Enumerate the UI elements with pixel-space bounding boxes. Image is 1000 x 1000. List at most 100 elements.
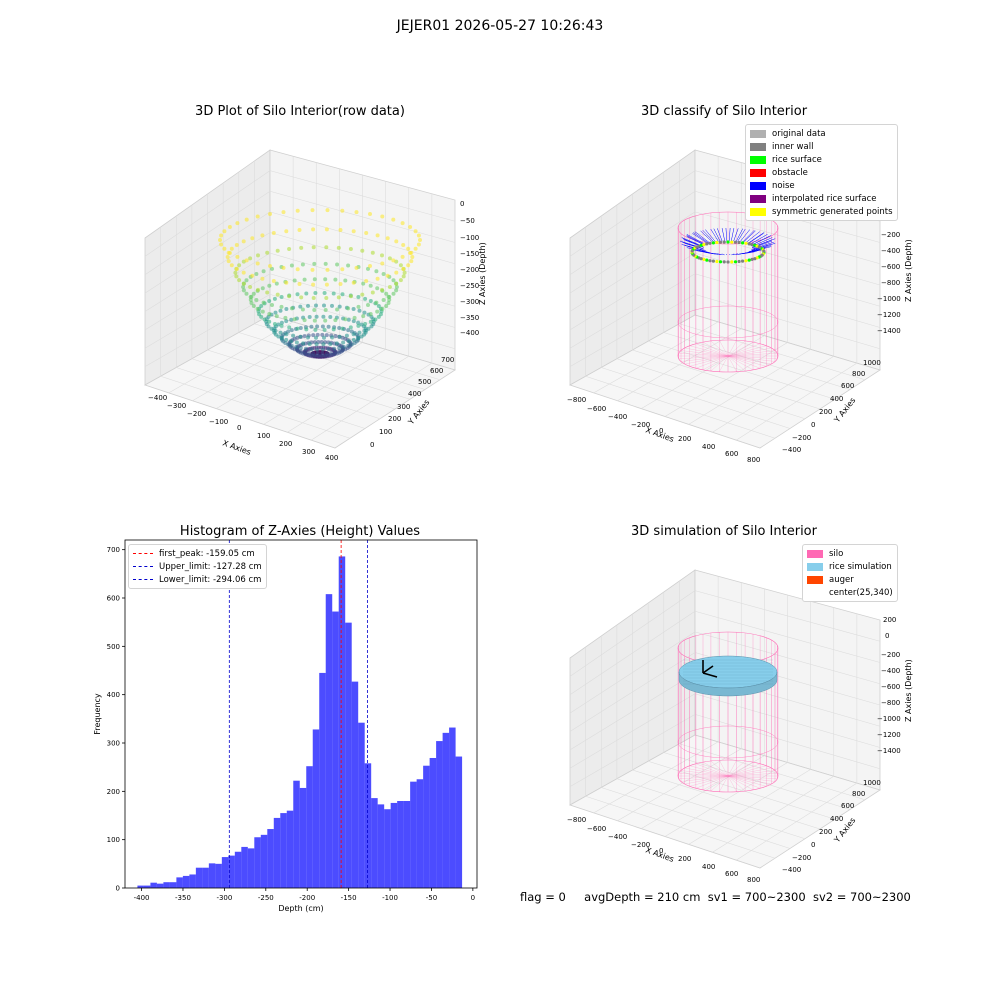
grid-line (144, 211, 271, 294)
surface-point (314, 303, 318, 308)
p2-ytick: 200 (819, 408, 832, 416)
rice-surface-point (702, 243, 706, 247)
surface-point (222, 229, 227, 234)
histogram-bar (384, 809, 391, 888)
silo-floor-spoke (727, 340, 737, 357)
legend-label: obstacle (772, 167, 808, 178)
noise-point (700, 230, 714, 243)
surface-point (314, 314, 319, 319)
rice-surface-point (718, 240, 723, 244)
surface-point (251, 291, 256, 296)
surface-point (323, 261, 328, 266)
panel2-floor-pane (569, 314, 881, 449)
surface-point (272, 322, 277, 326)
rice-surface-point (744, 241, 748, 245)
surface-point (394, 285, 399, 289)
rice-surface-point (737, 240, 741, 245)
legend-item: auger (807, 573, 893, 586)
surface-point (337, 304, 342, 309)
surface-point (291, 333, 296, 338)
surface-point (295, 292, 300, 297)
surface-point (260, 276, 265, 281)
surface-point (297, 228, 302, 232)
surface-point (328, 315, 333, 319)
p1-ytick: 0 (370, 441, 374, 449)
surface-point (357, 308, 362, 313)
surface-point (337, 334, 342, 339)
histogram-bar (286, 810, 294, 888)
grid-line (269, 170, 456, 222)
surface-point (401, 267, 406, 271)
surface-point (356, 320, 361, 325)
silo-floor-spoke (719, 355, 729, 372)
surface-point (398, 263, 403, 268)
surface-point (343, 278, 348, 283)
silo-floor-spoke (689, 765, 729, 777)
silo-floor-spoke (710, 775, 729, 792)
legend-label: center(25,340) (829, 587, 893, 598)
panel1-z-ticks: 0 −50 −100 −150 −200 −250 −300 −350 −400 (460, 200, 479, 337)
grid-line (648, 760, 836, 820)
surface-point (267, 299, 272, 303)
grid-line (569, 672, 696, 751)
grid-line (736, 782, 858, 861)
surface-point (301, 341, 306, 346)
y-tick-label: 600 (107, 595, 120, 603)
grid-line (144, 232, 271, 312)
surface-point (229, 246, 234, 251)
grid-line (694, 211, 881, 265)
surface-point (351, 307, 356, 311)
p1-ytick: 100 (379, 428, 392, 436)
noise-point (728, 227, 731, 242)
surface-point (384, 291, 389, 296)
surface-point (300, 307, 305, 312)
grid-line (569, 294, 696, 367)
surface-point (351, 229, 356, 234)
panel1-grid (144, 156, 456, 441)
p1-ytick: 200 (388, 415, 401, 423)
rice-surface-point (699, 243, 703, 247)
x-tick-label: -150 (341, 894, 357, 902)
silo-floor-spoke (680, 350, 729, 357)
histogram-bar (156, 883, 164, 888)
surface-point (295, 208, 300, 213)
surface-point (321, 342, 326, 347)
surface-point (408, 225, 413, 229)
surface-point (284, 307, 289, 311)
noise-point (686, 236, 706, 246)
p2-ztick: −200 (881, 231, 900, 239)
grid-line (694, 294, 881, 350)
surface-point (360, 292, 365, 297)
histogram-bar (351, 681, 359, 888)
p4-ytick: 0 (811, 841, 815, 849)
noise-point (686, 234, 706, 245)
auger-axis-y (702, 665, 714, 674)
surface-point (375, 309, 380, 314)
grid-line (144, 191, 271, 275)
surface-point (416, 233, 421, 238)
histogram-bar (189, 874, 196, 888)
surface-point (401, 243, 406, 247)
silo-floor-spoke (689, 355, 729, 367)
p1-xtick: 300 (302, 448, 315, 456)
surface-point (307, 315, 312, 319)
surface-point (279, 323, 284, 328)
surface-point (314, 342, 319, 347)
legend-swatch (807, 549, 823, 558)
panel1-surface-points (218, 208, 422, 359)
panel1-x-ticks: −400 −300 −200 −100 0 100 200 300 400 (148, 394, 338, 460)
surface-point (294, 340, 299, 345)
p1-xtick: −300 (167, 402, 186, 410)
surface-point (241, 239, 246, 244)
histogram-ylabel: Frequency (93, 693, 102, 735)
noise-point (694, 250, 710, 254)
surface-point (219, 233, 224, 238)
histogram-bars (137, 556, 463, 888)
histogram-bar (364, 763, 372, 888)
panel2-legend: original data inner wall rice surface ob… (745, 124, 898, 221)
surface-point (375, 233, 380, 238)
panel4-title: 3D simulation of Silo Interior (631, 524, 817, 539)
p1-ytick: 500 (418, 378, 431, 386)
rice-surface-point (730, 260, 734, 264)
grid-line (712, 355, 834, 433)
